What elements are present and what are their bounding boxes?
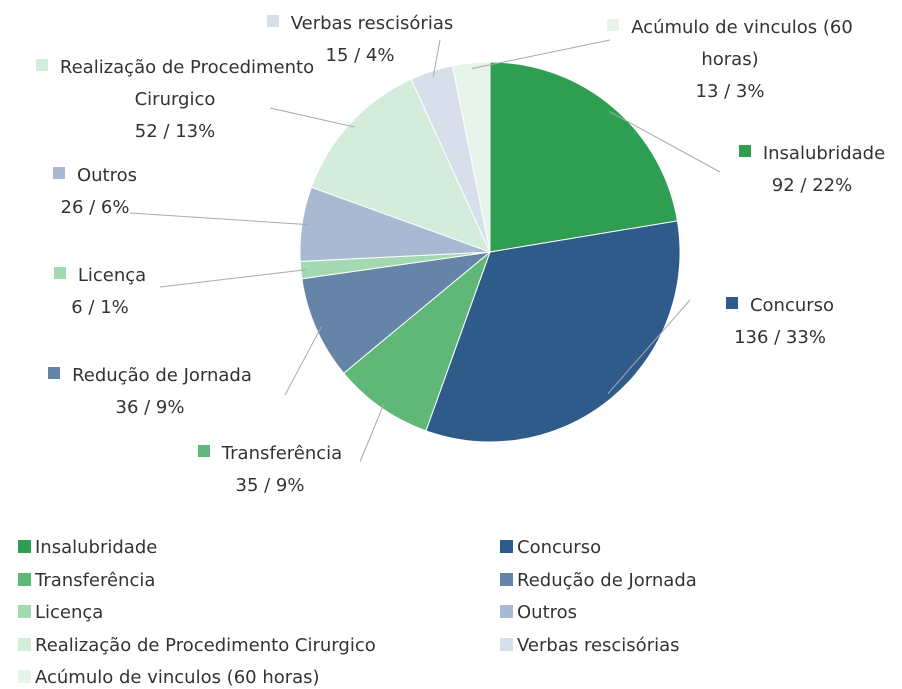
slice-label-swatch bbox=[35, 59, 48, 71]
pie-slice bbox=[489, 61, 679, 253]
slice-label-swatch bbox=[266, 15, 279, 27]
leader-line bbox=[471, 39, 611, 70]
slice-label-swatch bbox=[48, 367, 61, 379]
slice-label-name: Licença bbox=[30, 260, 170, 292]
slice-label-category: Realização de Procedimento Cirurgico bbox=[59, 57, 315, 110]
legend-label: Realização de Procedimento Cirurgico bbox=[35, 634, 376, 656]
slice-label: Acúmulo de vinculos (60 horas) 13 / 3% bbox=[600, 12, 860, 108]
slice-label: Outros 26 / 6% bbox=[20, 160, 170, 224]
legend-item: Redução de Jornada bbox=[500, 570, 697, 592]
pie-slice bbox=[310, 78, 491, 253]
slice-label: Transferência 35 / 9% bbox=[160, 438, 380, 502]
leader-line bbox=[159, 269, 307, 288]
slice-label-name: Insalubridade bbox=[712, 138, 902, 170]
slice-label: Licença 6 / 1% bbox=[30, 260, 170, 324]
leader-line bbox=[608, 110, 721, 173]
slice-label-swatch bbox=[53, 267, 66, 279]
legend-item: Insalubridade bbox=[18, 537, 157, 559]
slice-label: Realização de Procedimento Cirurgico 52 /… bbox=[20, 52, 330, 148]
legend-label: Verbas rescisórias bbox=[517, 634, 680, 656]
slice-label: Insalubridade 92 / 22% bbox=[712, 138, 902, 202]
slice-label-value: 35 / 9% bbox=[235, 475, 305, 496]
slice-label-value: 13 / 3% bbox=[695, 81, 765, 102]
legend-item: Concurso bbox=[500, 537, 601, 559]
slice-label-name: Verbas rescisórias bbox=[240, 8, 480, 40]
legend-label: Redução de Jornada bbox=[517, 569, 697, 591]
legend-item: Licença bbox=[18, 602, 103, 624]
legend-label: Acúmulo de vinculos (60 horas) bbox=[35, 667, 320, 688]
slice-label-name: Concurso bbox=[690, 290, 870, 322]
slice-label-value: 26 / 6% bbox=[60, 197, 130, 218]
legend-swatch bbox=[18, 540, 31, 553]
slice-label-name: Realização de Procedimento Cirurgico bbox=[20, 52, 330, 116]
legend-item: Transferência bbox=[18, 570, 155, 592]
slice-label-value: 52 / 13% bbox=[134, 121, 216, 142]
legend-label: Insalubridade bbox=[35, 537, 158, 558]
slice-label-value: 136 / 33% bbox=[734, 327, 826, 348]
pie-slice bbox=[425, 220, 681, 443]
legend-swatch bbox=[18, 605, 31, 618]
slice-label-name: Acúmulo de vinculos (60 horas) bbox=[600, 12, 860, 76]
legend-label: Concurso bbox=[517, 537, 602, 558]
legend-item: Realização de Procedimento Cirurgico bbox=[18, 635, 376, 657]
slice-label-value: 6 / 1% bbox=[71, 297, 129, 318]
pie-slice bbox=[342, 250, 492, 432]
slice-label-value: 15 / 4% bbox=[325, 45, 395, 66]
legend-swatch bbox=[500, 572, 513, 586]
slice-label-name: Transferência bbox=[160, 438, 380, 470]
leader-line bbox=[432, 39, 441, 77]
slice-label-value: 36 / 9% bbox=[115, 397, 185, 418]
slice-label-name: Outros bbox=[20, 160, 170, 192]
slice-label-category: Outros bbox=[76, 165, 138, 186]
legend-swatch bbox=[18, 670, 31, 683]
slice-label-category: Verbas rescisórias bbox=[290, 13, 454, 34]
slice-label-category: Insalubridade bbox=[762, 143, 886, 164]
legend-swatch bbox=[500, 540, 513, 553]
slice-label-swatch bbox=[197, 445, 210, 457]
leader-line bbox=[284, 326, 322, 396]
legend-swatch bbox=[500, 637, 513, 651]
legend-swatch bbox=[18, 572, 31, 586]
slice-label-swatch bbox=[738, 145, 751, 157]
pie-slice bbox=[451, 61, 491, 253]
legend-item: Outros bbox=[500, 602, 577, 624]
leader-line bbox=[359, 402, 385, 463]
slice-label-category: Redução de Jornada bbox=[72, 365, 252, 386]
leader-line bbox=[269, 107, 355, 128]
slice-label-category: Transferência bbox=[221, 443, 343, 464]
slice-label: Concurso 136 / 33% bbox=[690, 290, 870, 354]
legend-swatch bbox=[18, 637, 31, 651]
slice-label-name: Redução de Jornada bbox=[20, 360, 280, 392]
legend-label: Licença bbox=[35, 602, 104, 623]
legend-label: Outros bbox=[517, 602, 578, 623]
legend-item: Acúmulo de vinculos (60 horas) bbox=[18, 667, 320, 689]
slice-label-swatch bbox=[725, 297, 738, 309]
legend-item: Verbas rescisórias bbox=[500, 635, 680, 657]
slice-label-swatch bbox=[607, 19, 620, 31]
slice-label-value: 92 / 22% bbox=[771, 175, 853, 196]
pie-slice bbox=[301, 251, 492, 374]
slice-label-category: Licença bbox=[77, 265, 147, 286]
slice-label-swatch bbox=[52, 167, 65, 179]
slice-label: Redução de Jornada 36 / 9% bbox=[20, 360, 280, 424]
leader-line bbox=[129, 212, 308, 226]
slice-label-category: Concurso bbox=[749, 295, 835, 316]
slice-label: Verbas rescisórias 15 / 4% bbox=[240, 8, 480, 72]
legend-label: Transferência bbox=[35, 569, 156, 591]
legend-swatch bbox=[500, 605, 513, 618]
slice-label-category: Acúmulo de vinculos (60 horas) bbox=[631, 17, 853, 70]
leader-line bbox=[607, 299, 691, 394]
